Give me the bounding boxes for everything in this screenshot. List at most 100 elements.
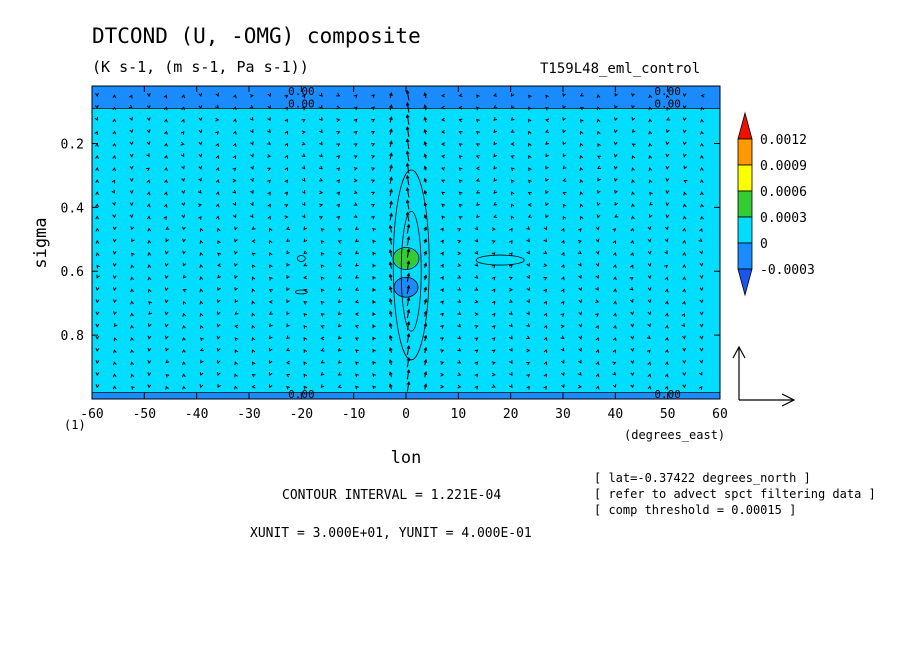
vector-head-198 bbox=[216, 359, 221, 364]
vector-454 bbox=[406, 127, 410, 137]
vector-head-416 bbox=[372, 275, 376, 280]
vector-head-82 bbox=[146, 167, 150, 172]
vector-head-675 bbox=[543, 385, 548, 390]
vector-head-604 bbox=[510, 129, 515, 133]
vector-head-832 bbox=[665, 165, 670, 170]
vector-head-469 bbox=[406, 308, 411, 313]
vector-head-101 bbox=[163, 94, 168, 99]
vector-head-896 bbox=[699, 335, 704, 340]
vector-head-320 bbox=[303, 324, 308, 329]
field-background bbox=[92, 86, 720, 399]
vector-head-490 bbox=[423, 262, 428, 267]
vector-head-566 bbox=[474, 274, 479, 279]
vector-head-253 bbox=[267, 117, 271, 122]
vector-head-405 bbox=[371, 143, 376, 147]
vector-head-51 bbox=[129, 94, 133, 99]
vector-head-744 bbox=[595, 313, 599, 317]
vector-head-238 bbox=[251, 239, 256, 244]
vector-head-783 bbox=[631, 179, 635, 184]
vector-head-438 bbox=[388, 236, 393, 241]
vector-head-284 bbox=[284, 191, 289, 196]
vector-head-520 bbox=[440, 325, 444, 329]
vector-head-795 bbox=[630, 323, 635, 328]
vector-head-99 bbox=[147, 372, 152, 377]
vector-head-637 bbox=[526, 226, 530, 231]
vector-head-270 bbox=[269, 323, 273, 328]
vector-head-410 bbox=[371, 203, 375, 208]
vector-head-596 bbox=[491, 337, 496, 342]
vector-head-352 bbox=[336, 105, 341, 110]
vector-head-843 bbox=[664, 300, 669, 305]
vector-head-388 bbox=[355, 238, 359, 243]
vector-head-527 bbox=[458, 105, 463, 110]
vector-head-568 bbox=[474, 299, 479, 304]
vector-head-48 bbox=[112, 361, 117, 366]
vector-head-351 bbox=[336, 93, 341, 97]
vector-head-339 bbox=[320, 252, 325, 256]
vector-head-30 bbox=[112, 142, 117, 147]
colorbar-top-arrow bbox=[737, 111, 753, 140]
vector-head-697 bbox=[560, 347, 565, 352]
vector-head-411 bbox=[371, 215, 375, 220]
vector-head-640 bbox=[526, 262, 530, 267]
vector-head-672 bbox=[543, 349, 548, 354]
vector-head-720 bbox=[578, 323, 583, 328]
vector-head-790 bbox=[630, 264, 634, 269]
vector-head-479 bbox=[423, 128, 428, 133]
vector-head-847 bbox=[665, 349, 669, 354]
vector-head-110 bbox=[163, 203, 168, 208]
vector-head-621 bbox=[509, 335, 513, 340]
vector-head-136 bbox=[181, 214, 186, 219]
vector-head-383 bbox=[353, 178, 358, 183]
x-tick-label-9: 30 bbox=[555, 407, 571, 422]
vector-head-863 bbox=[682, 239, 687, 244]
colorbar-box-1 bbox=[737, 138, 753, 166]
vector-head-20 bbox=[95, 323, 100, 328]
vector-head-456 bbox=[405, 150, 410, 155]
colorbar-box-2 bbox=[737, 164, 753, 192]
vector-head-532 bbox=[458, 167, 463, 171]
vector-head-8 bbox=[95, 179, 99, 184]
vector-head-194 bbox=[216, 311, 221, 316]
vector-head-736 bbox=[596, 214, 601, 219]
info-line-threshold: [ comp threshold = 0.00015 ] bbox=[594, 503, 797, 517]
vector-head-620 bbox=[509, 323, 513, 328]
vector-head-338 bbox=[320, 240, 325, 244]
vector-head-765 bbox=[613, 264, 617, 269]
vector-436 bbox=[389, 213, 393, 221]
vector-head-486 bbox=[423, 214, 428, 219]
vector-head-579 bbox=[493, 129, 498, 134]
vector-head-155 bbox=[198, 141, 203, 146]
vector-head-860 bbox=[682, 203, 687, 208]
vector-head-539 bbox=[457, 251, 462, 256]
vector-head-83 bbox=[146, 179, 151, 184]
vector-head-370 bbox=[337, 323, 342, 328]
vector-head-10 bbox=[95, 203, 99, 208]
contour-label-3: 0.00 bbox=[654, 98, 681, 111]
vector-head-709 bbox=[579, 191, 584, 196]
vector-head-616 bbox=[508, 276, 513, 281]
vector-head-545 bbox=[457, 323, 462, 328]
contour-label-1: 0.00 bbox=[288, 98, 315, 111]
vector-head-372 bbox=[337, 347, 342, 352]
vector-head-362 bbox=[337, 228, 342, 232]
vector-head-794 bbox=[630, 311, 634, 316]
vector-head-420 bbox=[372, 324, 376, 329]
vector-head-16 bbox=[96, 274, 100, 279]
vector-head-745 bbox=[595, 325, 599, 329]
vector-head-890 bbox=[699, 262, 704, 267]
vector-head-35 bbox=[112, 201, 116, 207]
vector-head-496 bbox=[423, 334, 428, 339]
vector-head-206 bbox=[232, 155, 237, 160]
vector-head-609 bbox=[510, 191, 515, 196]
chart-title: DTCOND (U, -OMG) composite bbox=[92, 24, 421, 48]
vector-head-96 bbox=[147, 335, 152, 340]
vector-head-766 bbox=[613, 276, 617, 281]
vector-head-853 bbox=[682, 117, 687, 122]
vector-head-142 bbox=[182, 289, 187, 293]
vector-head-797 bbox=[630, 347, 635, 352]
vector-head-190 bbox=[216, 263, 222, 268]
vector-440 bbox=[389, 262, 393, 269]
contour-west-b bbox=[294, 289, 308, 295]
vector-head-818 bbox=[647, 299, 652, 304]
